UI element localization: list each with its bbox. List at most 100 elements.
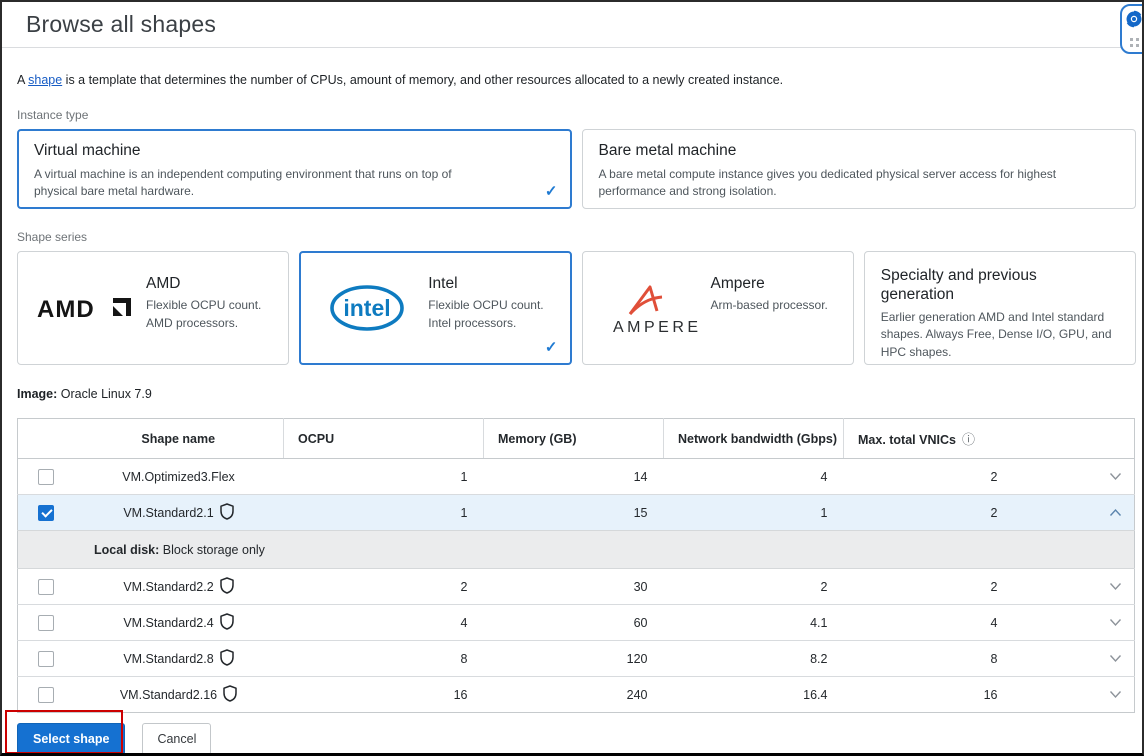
card-bare-metal-machine[interactable]: Bare metal machine A bare metal compute …: [581, 129, 1136, 209]
chevron-down-icon[interactable]: [1109, 688, 1122, 702]
row-checkbox[interactable]: [37, 468, 54, 485]
row-checkbox[interactable]: [37, 650, 54, 667]
ocpu-value: 1: [283, 458, 484, 495]
svg-text:intel: intel: [344, 295, 391, 321]
chevron-down-icon[interactable]: [1109, 616, 1122, 630]
table-row-vm-standard2-16[interactable]: VM.Standard2.16 16 240 16.4 16: [17, 676, 1135, 713]
card-intel[interactable]: intel Intel Flexible OCPU count. Intel p…: [299, 251, 572, 365]
header-shape-name: Shape name: [73, 418, 284, 459]
drag-handle-icon[interactable]: [1130, 38, 1139, 47]
ocpu-value: 16: [283, 676, 484, 713]
ocpu-value: 8: [283, 640, 484, 677]
expanded-detail-row: Local disk: Block storage only: [17, 530, 1135, 569]
shape-series-label: Shape series: [17, 230, 88, 244]
memory-value: 120: [483, 640, 664, 677]
table-row-vm-standard2-4[interactable]: VM.Standard2.4 4 60 4.1 4: [17, 604, 1135, 641]
card-description: Arm-based processor.: [710, 298, 828, 313]
svg-text:AMPERE: AMPERE: [613, 319, 700, 336]
ocpu-value: 4: [283, 604, 484, 641]
card-amd[interactable]: AMD AMD Flexible OCPU count. AMD process…: [17, 251, 290, 365]
shape-name: VM.Optimized3.Flex: [122, 469, 235, 484]
card-description: A bare metal compute instance gives you …: [598, 167, 1057, 199]
vnics-value: 2: [843, 568, 1014, 605]
card-description: Flexible OCPU count. AMD processors.: [146, 298, 262, 330]
memory-value: 60: [483, 604, 664, 641]
row-checkbox[interactable]: [37, 686, 54, 703]
row-checkbox[interactable]: [37, 504, 54, 521]
extension-icon[interactable]: [1124, 9, 1142, 33]
cancel-button[interactable]: Cancel: [142, 723, 212, 753]
chevron-down-icon[interactable]: [1109, 580, 1122, 594]
shield-icon: [219, 576, 234, 597]
card-ampere[interactable]: AMPERE Ampere Arm-based processor. ✓: [581, 251, 854, 365]
table-row-vm-standard2-2[interactable]: VM.Standard2.2 2 30 2 2: [17, 568, 1135, 605]
intro-prefix: A: [17, 73, 29, 87]
shapes-table: Shape name OCPU Memory (GB) Network band…: [17, 418, 1135, 713]
intro-suffix: is a template that determines the number…: [62, 73, 784, 87]
chevron-up-icon[interactable]: [1109, 506, 1122, 520]
local-disk-value: Block storage only: [162, 542, 265, 557]
header-network-bandwidth: Network bandwidth (Gbps): [663, 418, 844, 459]
page-title: Browse all shapes: [26, 11, 217, 37]
shield-icon: [223, 684, 237, 705]
header-expand-cell: [1013, 418, 1135, 459]
memory-value: 240: [483, 676, 664, 713]
image-label: Image:: [17, 387, 58, 401]
selected-check-icon: ✓: [544, 183, 558, 200]
instance-type-label: Instance type: [17, 108, 89, 122]
shield-icon: [219, 648, 234, 669]
card-title: Ampere: [710, 275, 765, 292]
vnics-value: 4: [843, 604, 1014, 641]
image-info: Image: Oracle Linux 7.9: [17, 387, 1136, 401]
card-specialty-previous-generation[interactable]: Specialty and previous generation Earlie…: [863, 251, 1136, 365]
shape-name: VM.Standard2.1: [123, 505, 214, 520]
table-row-vm-standard2-8[interactable]: VM.Standard2.8 8 120 8.2 8: [17, 640, 1135, 677]
image-value: Oracle Linux 7.9: [60, 387, 152, 401]
ocpu-value: 2: [283, 568, 484, 605]
memory-value: 14: [483, 458, 664, 495]
row-checkbox[interactable]: [37, 578, 54, 595]
shape-name: VM.Standard2.2: [123, 579, 214, 594]
intro-text: A shape is a template that determines th…: [17, 73, 1136, 87]
card-virtual-machine[interactable]: Virtual machine A virtual machine is an …: [17, 129, 572, 209]
card-title: Intel: [428, 275, 458, 292]
amd-logo: AMD: [34, 296, 136, 320]
header-ocpu: OCPU: [283, 418, 484, 459]
network-value: 1: [663, 494, 844, 531]
info-icon[interactable]: ⓘ: [961, 432, 975, 447]
network-value: 8.2: [663, 640, 844, 677]
intel-logo: intel: [316, 284, 418, 332]
card-title: Specialty and previous generation: [880, 267, 1037, 304]
network-value: 2: [663, 568, 844, 605]
selected-check-icon: ✓: [544, 339, 558, 356]
floating-widget[interactable]: [1120, 4, 1142, 54]
chevron-down-icon[interactable]: [1109, 470, 1122, 484]
vnics-value: 8: [843, 640, 1014, 677]
dialog-header: Browse all shapes: [2, 2, 1142, 48]
dialog-footer: Select shape Cancel: [17, 723, 1136, 753]
ampere-logo: AMPERE: [599, 280, 701, 336]
vnics-value: 2: [843, 494, 1014, 531]
row-checkbox[interactable]: [37, 614, 54, 631]
shape-name: VM.Standard2.16: [119, 687, 218, 702]
header-max-total-vnics: Max. total VNICs ⓘ: [843, 418, 1014, 459]
local-disk-label: Local disk:: [94, 542, 160, 557]
card-description: Flexible OCPU count. Intel processors.: [428, 298, 544, 330]
network-value: 16.4: [663, 676, 844, 713]
ocpu-value: 1: [283, 494, 484, 531]
card-description: Earlier generation AMD and Intel standar…: [880, 309, 1112, 359]
vnics-value: 2: [843, 458, 1014, 495]
header-checkbox-cell: [17, 418, 74, 459]
shield-icon: [219, 612, 234, 633]
vnics-value: 16: [843, 676, 1014, 713]
shape-series-cards: AMD AMD Flexible OCPU count. AMD process…: [17, 251, 1136, 365]
network-value: 4.1: [663, 604, 844, 641]
card-title: Bare metal machine: [598, 142, 737, 159]
memory-value: 30: [483, 568, 664, 605]
shape-link[interactable]: shape: [28, 73, 63, 87]
chevron-down-icon[interactable]: [1109, 652, 1122, 666]
select-shape-button[interactable]: Select shape: [17, 723, 126, 753]
shape-name: VM.Standard2.4: [123, 615, 214, 630]
table-row-vm-standard2-1[interactable]: VM.Standard2.1 1 15 1 2: [17, 494, 1135, 531]
table-row-vm-optimized3-flex[interactable]: VM.Optimized3.Flex 1 14 4 2: [17, 458, 1135, 495]
